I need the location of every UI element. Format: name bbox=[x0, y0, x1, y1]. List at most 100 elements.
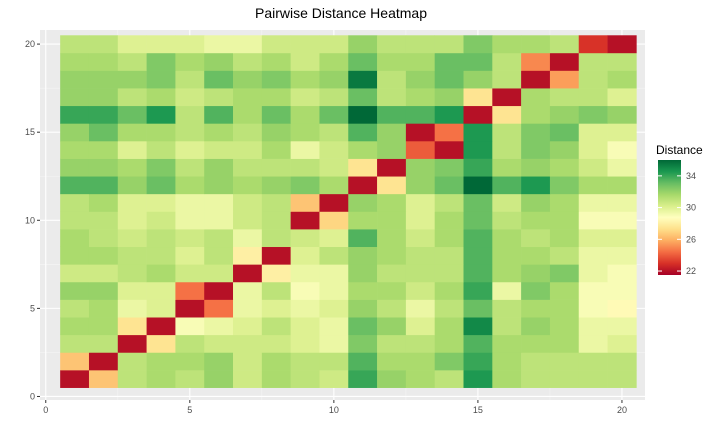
heatmap-cell bbox=[549, 334, 580, 353]
heatmap-cell bbox=[607, 264, 637, 283]
heatmap-cell bbox=[463, 35, 493, 54]
heatmap-cell bbox=[204, 229, 234, 248]
heatmap-cell bbox=[348, 299, 378, 318]
heatmap-cell bbox=[319, 176, 349, 195]
heatmap-cell bbox=[578, 370, 608, 388]
heatmap-cell bbox=[549, 317, 580, 336]
heatmap-cell bbox=[60, 52, 90, 71]
heatmap-cell bbox=[146, 70, 176, 89]
heatmap-cell bbox=[233, 281, 263, 300]
heatmap-cell bbox=[290, 176, 320, 195]
heatmap-cell bbox=[521, 352, 551, 371]
heatmap-cell bbox=[607, 123, 637, 142]
heatmap-cell bbox=[348, 246, 378, 265]
heatmap-cell bbox=[607, 52, 637, 71]
heatmap-cell bbox=[261, 264, 291, 283]
heatmap-cell bbox=[117, 70, 147, 89]
chart-title: Pairwise Distance Heatmap bbox=[255, 5, 427, 21]
y-tick-label: 0 bbox=[30, 391, 35, 401]
heatmap-cell bbox=[463, 141, 493, 159]
heatmap-cell bbox=[434, 176, 464, 195]
heatmap-cell bbox=[319, 35, 349, 54]
heatmap-cell bbox=[175, 123, 205, 142]
heatmap-cell bbox=[319, 193, 349, 212]
heatmap-cell bbox=[88, 229, 119, 248]
heatmap-cell bbox=[549, 176, 580, 195]
heatmap-cell bbox=[377, 246, 407, 265]
heatmap-cell bbox=[88, 281, 119, 300]
heatmap-cell bbox=[549, 35, 580, 54]
heatmap-cell bbox=[549, 352, 580, 371]
heatmap-cell bbox=[290, 70, 320, 89]
heatmap-cells bbox=[60, 35, 637, 388]
legend: Distance 22 26 30 34 bbox=[656, 143, 703, 276]
heatmap-cell bbox=[521, 370, 551, 388]
heatmap-cell bbox=[578, 105, 608, 124]
heatmap-cell bbox=[434, 229, 464, 248]
heatmap-cell bbox=[60, 105, 90, 124]
heatmap-cell bbox=[146, 141, 176, 159]
heatmap-cell bbox=[290, 281, 320, 300]
heatmap-cell bbox=[175, 352, 205, 371]
heatmap-cell bbox=[175, 141, 205, 159]
heatmap-cell bbox=[233, 105, 263, 124]
heatmap-cell bbox=[146, 35, 176, 54]
legend-tick-label: 34 bbox=[686, 171, 696, 181]
heatmap-cell bbox=[492, 246, 522, 265]
heatmap-cell bbox=[319, 70, 349, 89]
heatmap-cell bbox=[88, 334, 119, 353]
legend-title: Distance bbox=[656, 143, 703, 157]
heatmap-cell bbox=[463, 211, 493, 230]
heatmap-cell bbox=[117, 211, 147, 230]
heatmap-cell bbox=[405, 229, 435, 248]
heatmap-cell bbox=[60, 176, 90, 195]
heatmap-cell bbox=[578, 141, 608, 159]
heatmap-cell bbox=[175, 299, 205, 318]
heatmap-cell bbox=[434, 193, 464, 212]
heatmap-cell bbox=[463, 105, 493, 124]
heatmap-cell bbox=[607, 281, 637, 300]
heatmap-cell bbox=[521, 193, 551, 212]
heatmap-cell bbox=[549, 158, 580, 177]
heatmap-cell bbox=[261, 35, 291, 54]
heatmap-cell bbox=[405, 211, 435, 230]
heatmap-cell bbox=[549, 105, 580, 124]
heatmap-cell bbox=[434, 52, 464, 71]
heatmap-cell bbox=[60, 35, 90, 54]
heatmap-cell bbox=[319, 229, 349, 248]
heatmap-cell bbox=[204, 193, 234, 212]
heatmap-cell bbox=[175, 281, 205, 300]
heatmap-cell bbox=[88, 246, 119, 265]
heatmap-cell bbox=[434, 123, 464, 142]
heatmap-cell bbox=[348, 70, 378, 89]
heatmap-cell bbox=[578, 211, 608, 230]
heatmap-cell bbox=[233, 229, 263, 248]
heatmap-cell bbox=[492, 281, 522, 300]
heatmap-cell bbox=[377, 211, 407, 230]
heatmap-cell bbox=[261, 352, 291, 371]
heatmap-cell bbox=[261, 105, 291, 124]
heatmap-cell bbox=[60, 370, 90, 388]
heatmap-cell bbox=[521, 281, 551, 300]
heatmap-cell bbox=[290, 141, 320, 159]
heatmap-cell bbox=[117, 193, 147, 212]
heatmap-cell bbox=[434, 35, 464, 54]
heatmap-cell bbox=[463, 334, 493, 353]
heatmap-cell bbox=[405, 35, 435, 54]
heatmap-cell bbox=[463, 370, 493, 388]
heatmap-cell bbox=[117, 246, 147, 265]
heatmap-cell bbox=[348, 88, 378, 107]
heatmap-cell bbox=[377, 158, 407, 177]
heatmap-cell bbox=[463, 193, 493, 212]
heatmap-cell bbox=[377, 299, 407, 318]
heatmap-cell bbox=[88, 52, 119, 71]
heatmap-cell bbox=[261, 370, 291, 388]
heatmap-cell bbox=[434, 334, 464, 353]
heatmap-cell bbox=[88, 264, 119, 283]
heatmap-cell bbox=[204, 35, 234, 54]
heatmap-cell bbox=[319, 334, 349, 353]
heatmap-cell bbox=[405, 193, 435, 212]
heatmap-cell bbox=[377, 334, 407, 353]
heatmap-cell bbox=[88, 88, 119, 107]
heatmap-cell bbox=[377, 52, 407, 71]
